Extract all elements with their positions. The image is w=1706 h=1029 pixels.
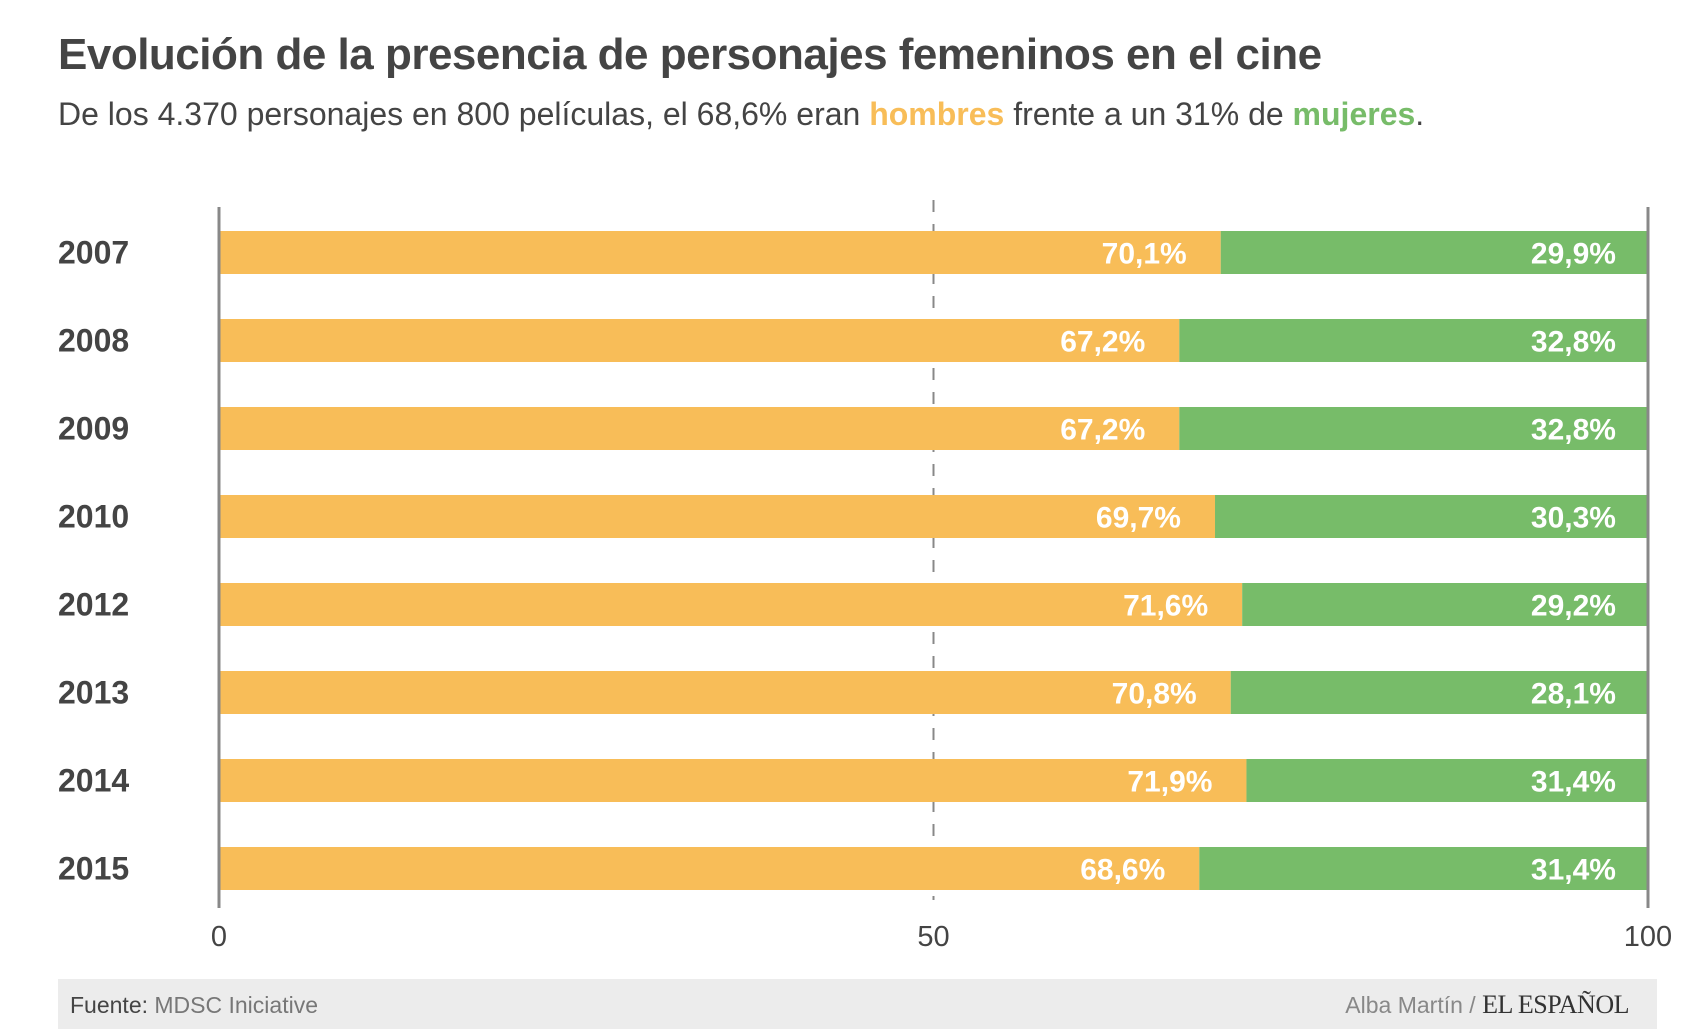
- legend-women: mujeres: [1292, 96, 1416, 132]
- category-label: 2007: [58, 235, 129, 271]
- brand-logo: EL ESPAÑOL: [1482, 990, 1629, 1019]
- data-label-men: 70,8%: [1112, 678, 1197, 711]
- data-label-men: 71,9%: [1127, 766, 1212, 799]
- legend-men: hombres: [869, 96, 1005, 132]
- bar-women: [1179, 319, 1648, 362]
- category-label: 2008: [58, 323, 129, 359]
- bar-men: [219, 847, 1200, 890]
- data-label-women: 32,8%: [1531, 326, 1616, 359]
- chart-subtitle: De los 4.370 personajes en 800 películas…: [58, 96, 1424, 133]
- source: Fuente: MDSC Iniciative: [70, 992, 318, 1019]
- subtitle-text: frente a un 31% de: [1004, 96, 1293, 132]
- subtitle-text: .: [1415, 96, 1425, 132]
- data-label-women: 29,9%: [1531, 238, 1616, 271]
- credit: Alba Martín / EL ESPAÑOL: [1345, 990, 1629, 1020]
- bar-women: [1199, 847, 1648, 890]
- bar-women: [1220, 231, 1648, 274]
- bar-men: [219, 671, 1231, 714]
- bar-women: [1179, 407, 1648, 450]
- author: Alba Martín /: [1345, 992, 1483, 1018]
- data-label-men: 68,6%: [1080, 854, 1165, 887]
- bar-men: [219, 495, 1216, 538]
- x-tick-label: 0: [211, 921, 227, 953]
- bar-men: [219, 231, 1221, 274]
- x-tick-label: 100: [1624, 921, 1672, 953]
- bar-women: [1246, 759, 1648, 802]
- data-label-women: 29,2%: [1531, 590, 1616, 623]
- x-tick-label: 50: [917, 921, 949, 953]
- bar-men: [219, 583, 1243, 626]
- data-label-men: 67,2%: [1060, 414, 1145, 447]
- bar-men: [219, 319, 1180, 362]
- category-label: 2015: [58, 851, 129, 887]
- data-label-men: 69,7%: [1096, 502, 1181, 535]
- data-label-women: 32,8%: [1531, 414, 1616, 447]
- data-label-men: 70,1%: [1102, 238, 1187, 271]
- bar-women: [1230, 671, 1648, 714]
- data-label-women: 30,3%: [1531, 502, 1616, 535]
- category-label: 2012: [58, 587, 129, 623]
- category-label: 2010: [58, 499, 129, 535]
- data-label-women: 31,4%: [1531, 854, 1616, 887]
- bar-men: [219, 407, 1180, 450]
- bar-men: [219, 759, 1247, 802]
- data-label-women: 28,1%: [1531, 678, 1616, 711]
- data-label-women: 31,4%: [1531, 766, 1616, 799]
- source-label: Fuente:: [70, 992, 148, 1018]
- bar-women: [1215, 495, 1648, 538]
- chart-title: Evolución de la presencia de personajes …: [58, 30, 1322, 79]
- data-label-men: 67,2%: [1060, 326, 1145, 359]
- bar-women: [1242, 583, 1648, 626]
- data-label-men: 71,6%: [1123, 590, 1208, 623]
- source-name: MDSC Iniciative: [148, 992, 318, 1018]
- category-label: 2013: [58, 675, 129, 711]
- footer: Fuente: MDSC Iniciative Alba Martín / EL…: [58, 979, 1657, 1029]
- category-label: 2014: [58, 763, 129, 799]
- subtitle-text: De los 4.370 personajes en 800 películas…: [58, 96, 870, 132]
- category-label: 2009: [58, 411, 129, 447]
